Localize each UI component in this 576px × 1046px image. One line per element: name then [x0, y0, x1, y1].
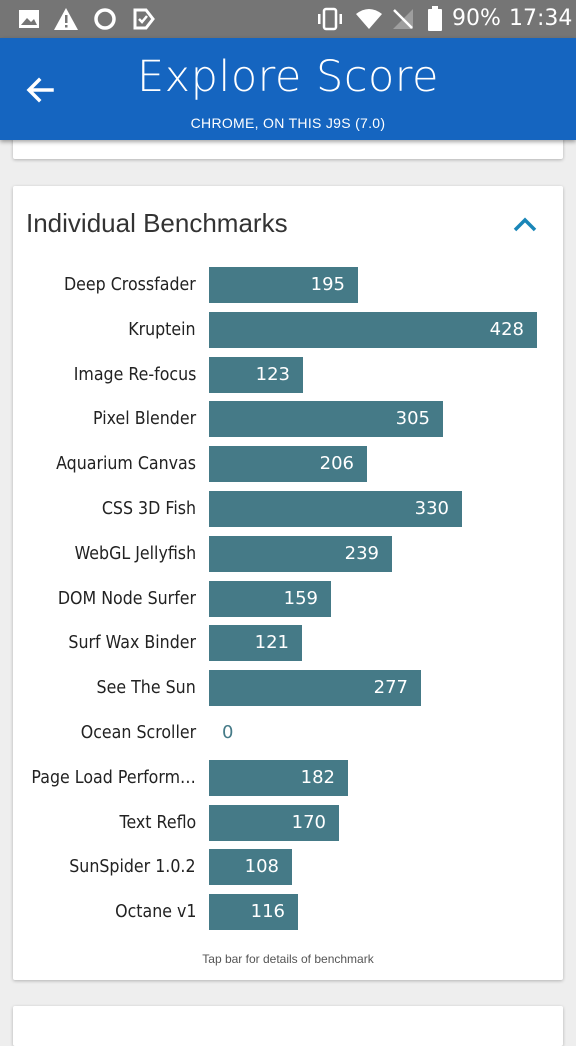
benchmark-label: Octane v1	[114, 901, 196, 923]
image-icon	[16, 0, 42, 38]
benchmark-label: Image Re-focus	[73, 363, 196, 385]
benchmark-bar[interactable]: 108	[209, 849, 292, 886]
benchmark-row[interactable]: SunSpider 1.0.2 108	[13, 849, 563, 886]
benchmark-value: 0	[222, 722, 234, 743]
next-card	[13, 1006, 563, 1046]
collapse-button[interactable]	[507, 206, 543, 242]
wifi-icon	[354, 0, 384, 38]
section-title: Individual Benchmarks	[26, 208, 288, 238]
benchmark-value: 121	[254, 632, 289, 654]
back-button[interactable]	[16, 66, 64, 114]
benchmark-label: Surf Wax Binder	[68, 632, 196, 654]
benchmark-label: Kruptein	[128, 318, 196, 340]
benchmark-row[interactable]: DOM Node Surfer 159	[13, 580, 563, 617]
benchmark-value: 195	[310, 274, 345, 295]
benchmark-value: 277	[373, 677, 408, 699]
vibrate-icon	[314, 0, 346, 38]
benchmark-bar[interactable]: 116	[209, 894, 298, 931]
benchmark-row[interactable]: Pixel Blender 305	[13, 401, 563, 438]
benchmark-label: Deep Crossfader	[64, 274, 196, 295]
footnote: Tap bar for details of benchmark	[202, 952, 374, 966]
benchmark-label: Aquarium Canvas	[56, 453, 196, 475]
benchmark-label: SunSpider 1.0.2	[69, 856, 196, 878]
benchmark-bar[interactable]: 182	[209, 759, 348, 796]
benchmark-value: 330	[414, 498, 449, 519]
benchmark-label: Ocean Scroller	[80, 722, 196, 743]
benchmark-bar[interactable]: 121	[209, 625, 302, 662]
benchmark-value: 428	[489, 318, 524, 340]
benchmark-value: 170	[291, 811, 326, 833]
warning-icon	[52, 0, 80, 38]
battery-percent: 90%	[452, 6, 501, 31]
benchmark-row[interactable]: Octane v1 116	[13, 894, 563, 931]
benchmark-bar[interactable]: 170	[209, 804, 339, 841]
benchmark-bar[interactable]: 428	[209, 311, 537, 348]
benchmark-label: WebGL Jellyfish	[74, 542, 196, 564]
circle-icon	[92, 0, 118, 38]
benchmark-row[interactable]: CSS 3D Fish 330	[13, 491, 563, 527]
status-bar: 90% 17:34	[0, 0, 576, 38]
benchmark-value: 159	[283, 587, 318, 609]
benchmark-bar[interactable]: 195	[209, 267, 358, 303]
benchmark-label: Page Load Perform…	[31, 766, 196, 788]
benchmark-row[interactable]: Kruptein 428	[13, 311, 563, 348]
benchmark-label: DOM Node Surfer	[57, 587, 196, 609]
page-title: Explore Score	[137, 52, 439, 102]
benchmark-label: Pixel Blender	[92, 408, 196, 430]
benchmark-label: Text Reflo	[119, 811, 196, 833]
benchmark-value: 108	[244, 856, 279, 878]
benchmark-row[interactable]: See The Sun 277	[13, 670, 563, 707]
no-signal-icon	[390, 0, 416, 38]
benchmark-label: CSS 3D Fish	[101, 498, 196, 519]
benchmark-row[interactable]: WebGL Jellyfish 239	[13, 535, 563, 572]
benchmark-value: 182	[300, 766, 335, 788]
benchmark-value: 206	[319, 453, 354, 475]
app-bar: Explore Score CHROME, ON THIS J9S (7.0)	[0, 38, 576, 140]
benchmark-row[interactable]: Deep Crossfader 195	[13, 267, 563, 303]
benchmark-value: 305	[395, 408, 430, 430]
benchmark-row[interactable]: Page Load Perform… 182	[13, 759, 563, 796]
benchmark-row[interactable]: Image Re-focus 123	[13, 356, 563, 393]
tag-check-icon	[130, 0, 158, 38]
benchmark-row[interactable]: Surf Wax Binder 121	[13, 625, 563, 662]
benchmark-row[interactable]: Text Reflo 170	[13, 804, 563, 841]
benchmark-row[interactable]: Aquarium Canvas 206	[13, 446, 563, 483]
benchmark-bar[interactable]: 206	[209, 446, 367, 483]
benchmark-value: 116	[250, 901, 285, 923]
benchmark-value: 239	[344, 542, 379, 564]
benchmark-bar[interactable]: 305	[209, 401, 443, 438]
benchmark-row[interactable]: Ocean Scroller 0	[13, 715, 563, 751]
benchmark-bar[interactable]: 330	[209, 491, 462, 527]
page-subtitle: CHROME, ON THIS J9S (7.0)	[190, 115, 386, 131]
benchmark-label: See The Sun	[96, 677, 196, 699]
clock: 17:34	[509, 6, 573, 31]
chevron-up-icon	[513, 217, 537, 232]
benchmark-value: 123	[255, 363, 290, 385]
benchmark-bar[interactable]: 123	[209, 356, 303, 393]
benchmark-bar[interactable]: 277	[209, 670, 421, 707]
benchmark-bar[interactable]: 239	[209, 535, 392, 572]
benchmarks-card: Individual Benchmarks Deep Crossfader 195…	[13, 186, 563, 980]
arrow-left-icon	[26, 77, 54, 103]
benchmark-bar[interactable]: 159	[209, 580, 331, 617]
battery-icon	[425, 0, 445, 38]
